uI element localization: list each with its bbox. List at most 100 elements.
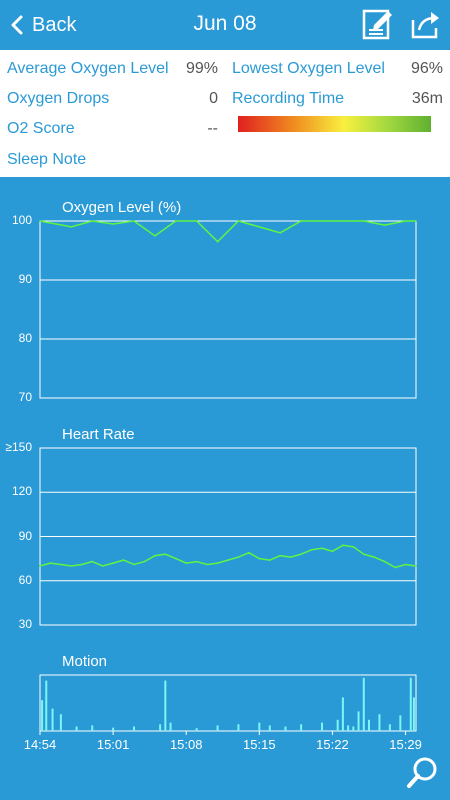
- heart-rate-data-point: [383, 560, 386, 563]
- heart-rate-data-point: [258, 557, 261, 560]
- heart-rate-data-point: [122, 559, 125, 561]
- motion-bar: [300, 724, 303, 731]
- motion-chart: [39, 674, 417, 735]
- heart-rate-data-point: [91, 560, 94, 563]
- motion-bar: [216, 725, 219, 731]
- motion-chart-title: Motion: [62, 653, 108, 670]
- heart-rate-data-point: [279, 554, 282, 557]
- o2-score-value: --: [207, 120, 218, 137]
- oxygen-data-point: [112, 223, 114, 225]
- oxygen-data-point: [70, 226, 73, 228]
- avg-oxygen-value: 99%: [185, 60, 218, 77]
- oxygen-y-tick-label: 80: [18, 331, 32, 345]
- oxygen-y-tick-label: 90: [18, 272, 32, 286]
- heart-rate-y-tick-label: ≥150: [5, 440, 32, 454]
- heart-rate-data-point: [342, 544, 344, 547]
- oxygen-chart: [39, 220, 417, 399]
- time-tick-label: 15:01: [96, 737, 130, 752]
- oxygen-data-point: [362, 220, 365, 222]
- heart-rate-y-tick-label: 120: [11, 484, 32, 499]
- edit-note-icon[interactable]: [362, 8, 394, 40]
- heart-rate-data-point: [101, 565, 104, 567]
- back-button[interactable]: Back: [10, 10, 76, 40]
- heart-rate-y-tick-label: 30: [18, 617, 32, 631]
- lowest-oxygen-label: Lowest Oxygen Level: [232, 60, 385, 77]
- motion-bar: [341, 697, 344, 731]
- oxygen-data-point: [91, 220, 94, 222]
- motion-bar: [378, 714, 381, 731]
- heart-rate-data-point: [216, 562, 219, 564]
- oxygen-data-point: [321, 220, 323, 222]
- motion-bar: [347, 725, 350, 731]
- oxygen-data-point: [174, 220, 177, 222]
- heart-rate-y-tick-label: 90: [18, 528, 32, 543]
- heart-rate-data-point: [39, 565, 41, 567]
- heart-rate-data-point: [133, 563, 135, 566]
- heart-rate-data-point: [373, 556, 376, 558]
- heart-rate-data-point: [164, 553, 167, 555]
- heart-rate-data-point: [80, 563, 83, 566]
- motion-plot-frame: [39, 674, 417, 732]
- o2-score-label: O2 Score: [7, 120, 75, 137]
- oxygen-series-line: [39, 220, 416, 243]
- heart-rate-chart-title: Heart Rate: [62, 426, 135, 443]
- motion-bar: [41, 700, 44, 731]
- summary-panel: Average Oxygen Level 99% Lowest Oxygen L…: [0, 50, 450, 177]
- motion-bar: [45, 680, 48, 731]
- motion-bar: [237, 724, 240, 731]
- heart-rate-data-point: [352, 546, 355, 548]
- back-label: Back: [32, 13, 77, 36]
- heart-rate-y-tick-label: 60: [18, 572, 32, 587]
- heart-rate-data-point: [404, 563, 407, 566]
- heart-rate-data-point: [143, 560, 146, 563]
- oxygen-data-point: [39, 220, 41, 222]
- time-tick-label: 15:29: [389, 737, 422, 752]
- oxygen-y-tick-label: 100: [11, 213, 32, 227]
- oxygen-drops-label: Oxygen Drops: [7, 90, 110, 107]
- oxygen-data-point: [300, 220, 302, 222]
- motion-bar: [59, 714, 62, 731]
- oxygen-data-point: [216, 240, 219, 243]
- search-zoom-icon[interactable]: [405, 755, 441, 791]
- heart-rate-data-point: [300, 553, 302, 555]
- heart-rate-data-point: [49, 562, 52, 564]
- heart-rate-data-point: [174, 557, 177, 560]
- heart-rate-data-point: [248, 551, 250, 554]
- motion-bar: [357, 711, 360, 731]
- motion-bar: [336, 719, 339, 731]
- time-tick-label: 15:15: [243, 737, 276, 752]
- avg-oxygen-label: Average Oxygen Level: [7, 60, 169, 77]
- time-tick-label: 14:54: [23, 737, 57, 752]
- motion-bar: [112, 727, 115, 731]
- motion-bar: [258, 722, 261, 731]
- heart-rate-data-point: [70, 565, 73, 567]
- o2-score-gradient-bar: [238, 116, 431, 132]
- heart-rate-data-point: [185, 562, 188, 564]
- time-tick-label: 15:08: [169, 737, 203, 752]
- heart-rate-data-point: [362, 553, 365, 555]
- oxygen-y-tick-label: 70: [18, 390, 32, 404]
- motion-bar: [388, 724, 391, 731]
- oxygen-chart-title: Oxygen Level (%): [62, 199, 182, 216]
- heart-rate-data-point: [227, 559, 229, 561]
- motion-bar: [91, 725, 94, 731]
- motion-bar: [169, 722, 172, 731]
- sleep-note-link[interactable]: Sleep Note: [7, 151, 87, 168]
- share-icon[interactable]: [409, 8, 441, 40]
- motion-bar: [368, 719, 370, 731]
- heart-rate-data-point: [237, 556, 240, 558]
- heart-rate-data-point: [206, 563, 208, 566]
- time-tick-label: 15:22: [316, 737, 349, 752]
- motion-bar: [51, 708, 54, 731]
- motion-bar: [75, 726, 78, 731]
- motion-bar: [284, 726, 287, 731]
- motion-bar: [321, 722, 323, 731]
- heart-rate-data-point: [415, 565, 417, 567]
- motion-bar: [352, 726, 355, 731]
- oxygen-drops-value: 0: [209, 90, 218, 107]
- motion-bar: [159, 724, 162, 731]
- oxygen-data-point: [154, 234, 156, 237]
- motion-bar: [268, 725, 271, 731]
- recording-time-value: 36m: [411, 90, 443, 107]
- heart-rate-data-point: [154, 554, 156, 557]
